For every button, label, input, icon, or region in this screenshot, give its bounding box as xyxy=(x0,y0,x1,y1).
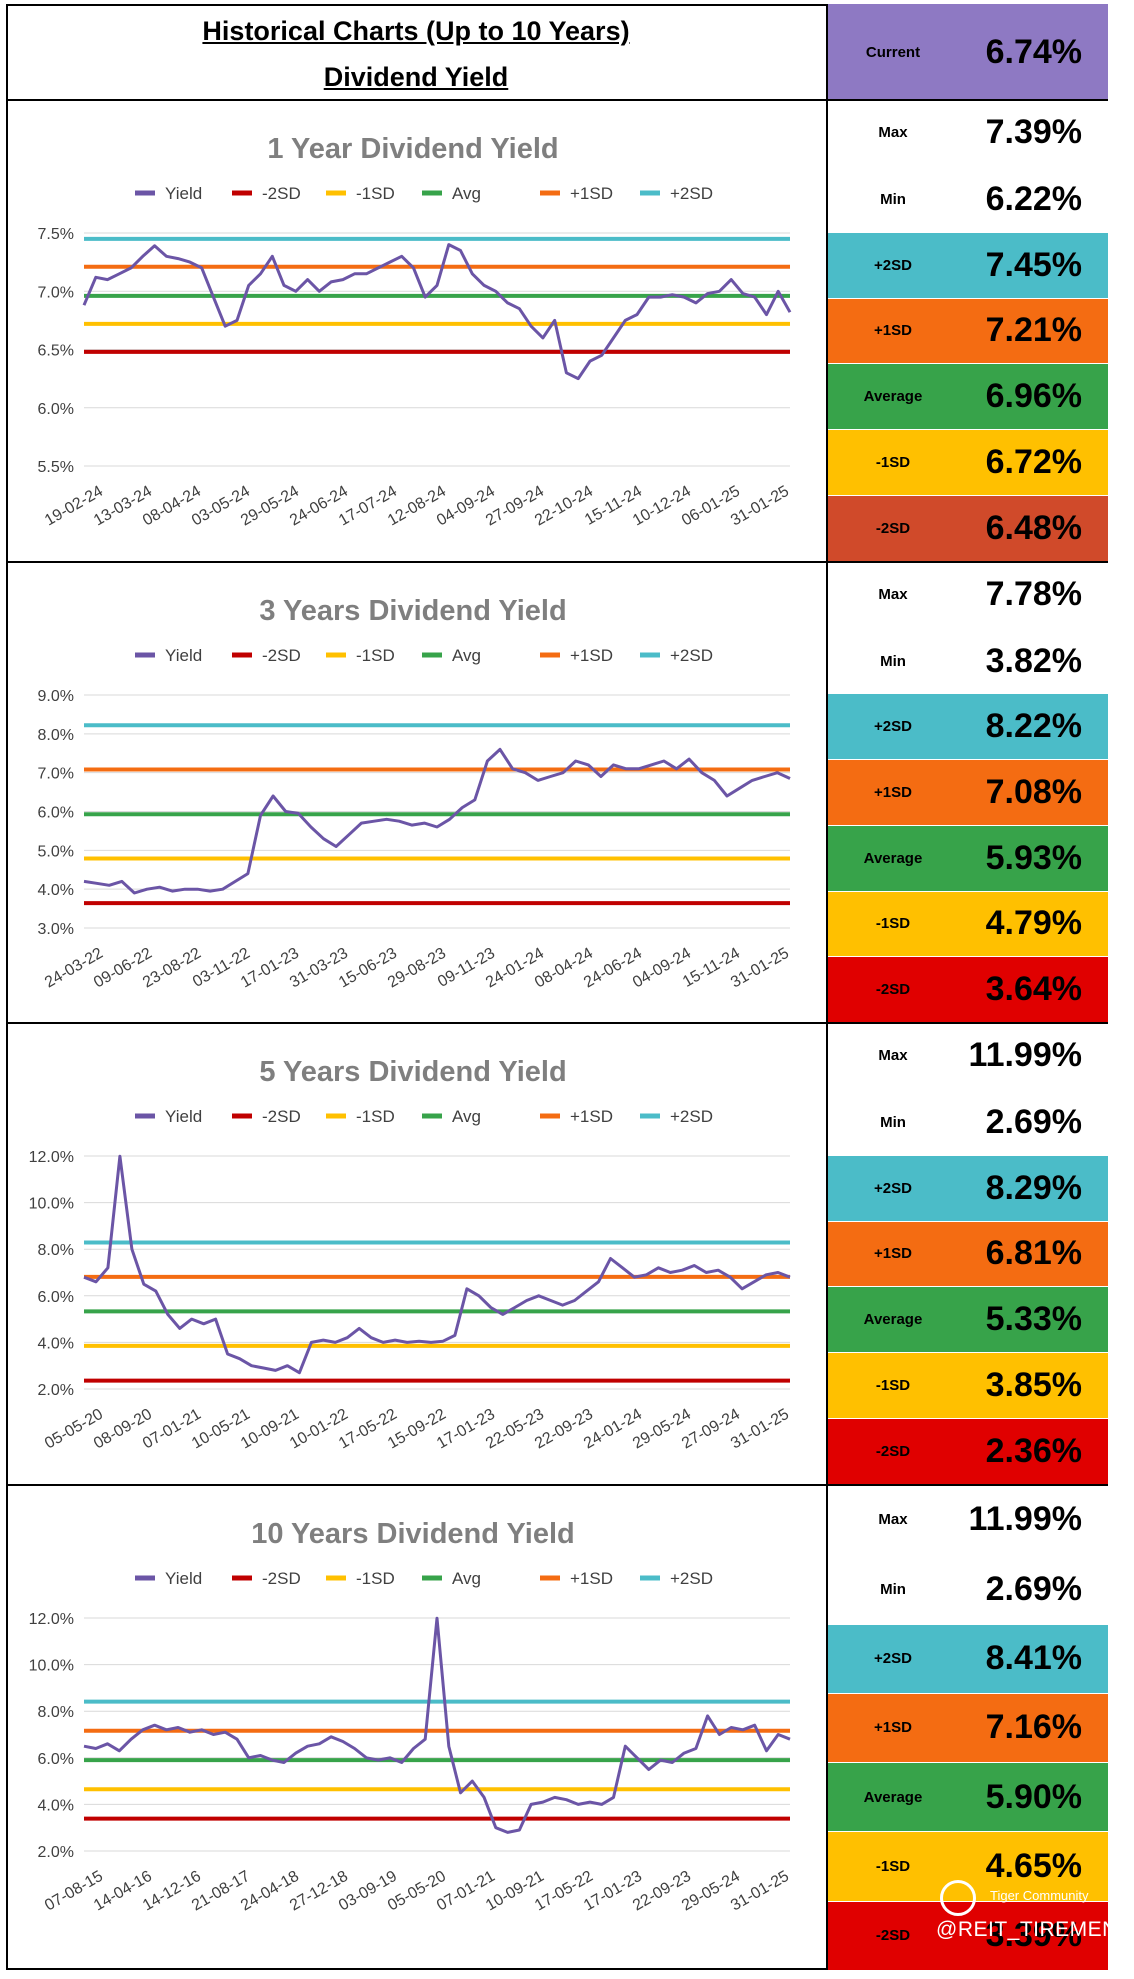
stat-value: 3.82% xyxy=(985,641,1082,680)
stat-label: Average xyxy=(863,1311,923,1329)
stat-label: +1SD xyxy=(874,1719,912,1737)
stat-cell-max: Max 7.39% xyxy=(828,100,1108,166)
stat-cell-plus1sd: +1SD 6.81% xyxy=(828,1220,1108,1287)
watermark-brand: Tiger Community xyxy=(990,1888,1089,1903)
stat-label: Average xyxy=(863,849,923,867)
stat-cell-min: Min 3.82% xyxy=(828,627,1108,694)
stat-label: +2SD xyxy=(874,1179,912,1197)
stat-label: Max xyxy=(878,586,908,604)
panel-divider-3 xyxy=(6,1484,1108,1486)
stat-cell-minus1sd: -1SD 3.85% xyxy=(828,1352,1108,1419)
stat-value: 8.41% xyxy=(985,1639,1082,1678)
column-divider xyxy=(826,4,828,1970)
stat-value: 7.08% xyxy=(985,772,1082,811)
header-divider xyxy=(6,99,1108,101)
stat-value: 5.90% xyxy=(985,1777,1082,1816)
stat-label: Min xyxy=(880,1580,906,1598)
stat-cell-average: Average 5.90% xyxy=(828,1762,1108,1832)
stat-cell-minus2sd: -2SD 2.36% xyxy=(828,1418,1108,1484)
stat-cell-plus2sd: +2SD 8.22% xyxy=(828,693,1108,760)
stat-value: 7.16% xyxy=(985,1708,1082,1747)
stat-value: 5.93% xyxy=(985,838,1082,877)
stat-label: -2SD xyxy=(875,520,911,538)
stat-value: 8.22% xyxy=(985,707,1082,746)
stat-value: 11.99% xyxy=(968,1036,1082,1075)
stat-value: 3.64% xyxy=(985,970,1082,1009)
stat-label: Max xyxy=(878,1047,908,1065)
stat-value: 2.36% xyxy=(985,1432,1082,1471)
stat-value: 6.81% xyxy=(985,1234,1082,1273)
stat-label: +1SD xyxy=(874,322,912,340)
stat-label: Average xyxy=(863,388,923,406)
stat-value: 6.72% xyxy=(985,443,1082,482)
stat-label: Min xyxy=(880,1113,906,1131)
current-label: Current xyxy=(865,43,921,61)
stat-cell-average: Average 5.33% xyxy=(828,1286,1108,1353)
stat-value: 6.96% xyxy=(985,377,1082,416)
stat-value: 4.79% xyxy=(985,904,1082,943)
tiger-logo-icon xyxy=(940,1880,976,1916)
stat-cell-plus2sd: +2SD 8.41% xyxy=(828,1623,1108,1693)
title-line-2: Dividend Yield xyxy=(323,62,509,92)
stat-value: 6.48% xyxy=(985,509,1082,548)
stat-value: 3.85% xyxy=(985,1366,1082,1405)
stat-value: 7.78% xyxy=(985,575,1082,614)
stat-value: 2.69% xyxy=(985,1102,1082,1141)
stat-value: 7.45% xyxy=(985,245,1082,284)
stat-cell-plus2sd: +2SD 7.45% xyxy=(828,231,1108,298)
stat-value: 7.21% xyxy=(985,311,1082,350)
stat-label: +2SD xyxy=(874,1650,912,1668)
stat-label: -2SD xyxy=(875,1443,911,1461)
stat-value: 5.33% xyxy=(985,1300,1082,1339)
stat-cell-min: Min 6.22% xyxy=(828,165,1108,232)
stat-label: Min xyxy=(880,652,906,670)
stat-label: Min xyxy=(880,190,906,208)
stat-label: -1SD xyxy=(875,454,911,472)
stat-cell-plus1sd: +1SD 7.21% xyxy=(828,297,1108,364)
stat-cell-min: Min 2.69% xyxy=(828,1088,1108,1155)
stat-label: Max xyxy=(878,124,908,142)
stat-value: 4.65% xyxy=(985,1847,1082,1886)
watermark-handle: @REIT_TIREMENT xyxy=(936,1918,1132,1941)
stat-value: 6.22% xyxy=(985,179,1082,218)
stat-cell-min: Min 2.69% xyxy=(828,1554,1108,1624)
stat-cell-max: Max 7.78% xyxy=(828,562,1108,628)
stat-cell-minus2sd: -2SD 6.48% xyxy=(828,495,1108,561)
stat-label: +1SD xyxy=(874,1245,912,1263)
stat-cell-plus1sd: +1SD 7.16% xyxy=(828,1692,1108,1763)
stat-value: 8.29% xyxy=(985,1168,1082,1207)
stat-cell-minus2sd: -2SD 3.64% xyxy=(828,956,1108,1022)
stat-value: 11.99% xyxy=(968,1500,1082,1539)
stat-label: +2SD xyxy=(874,256,912,274)
panel-divider-1 xyxy=(6,561,1108,563)
stat-label: -1SD xyxy=(875,1377,911,1395)
stat-value: 7.39% xyxy=(985,113,1082,152)
stat-cell-minus1sd: -1SD 6.72% xyxy=(828,429,1108,496)
panel-divider-2 xyxy=(6,1022,1108,1024)
stat-cell-average: Average 6.96% xyxy=(828,363,1108,430)
stat-value: 2.69% xyxy=(985,1569,1082,1608)
watermark: Tiger Community @REIT_TIREMENT xyxy=(936,1878,1131,1958)
stat-label: +1SD xyxy=(874,783,912,801)
stat-label: -2SD xyxy=(875,1927,911,1945)
title-line-1: Historical Charts (Up to 10 Years) xyxy=(202,16,630,46)
stat-label: -1SD xyxy=(875,1858,911,1876)
stat-cell-plus2sd: +2SD 8.29% xyxy=(828,1154,1108,1221)
stat-value: 3.39% xyxy=(985,1916,1082,1955)
stat-cell-minus1sd: -1SD 4.79% xyxy=(828,890,1108,957)
stat-cell-max: Max 11.99% xyxy=(828,1485,1108,1555)
current-value: 6.74% xyxy=(985,32,1082,71)
stat-cell-plus1sd: +1SD 7.08% xyxy=(828,759,1108,825)
stat-cell-max: Max 11.99% xyxy=(828,1023,1108,1089)
current-yield-cell: Current 6.74% xyxy=(828,4,1108,100)
stat-label: -1SD xyxy=(875,915,911,933)
page-title: Historical Charts (Up to 10 Years) Divid… xyxy=(6,4,826,100)
stat-cell-average: Average 5.93% xyxy=(828,824,1108,891)
stat-label: -2SD xyxy=(875,981,911,999)
stat-label: +2SD xyxy=(874,718,912,736)
stat-label: Average xyxy=(863,1788,923,1806)
stat-label: Max xyxy=(878,1511,908,1529)
